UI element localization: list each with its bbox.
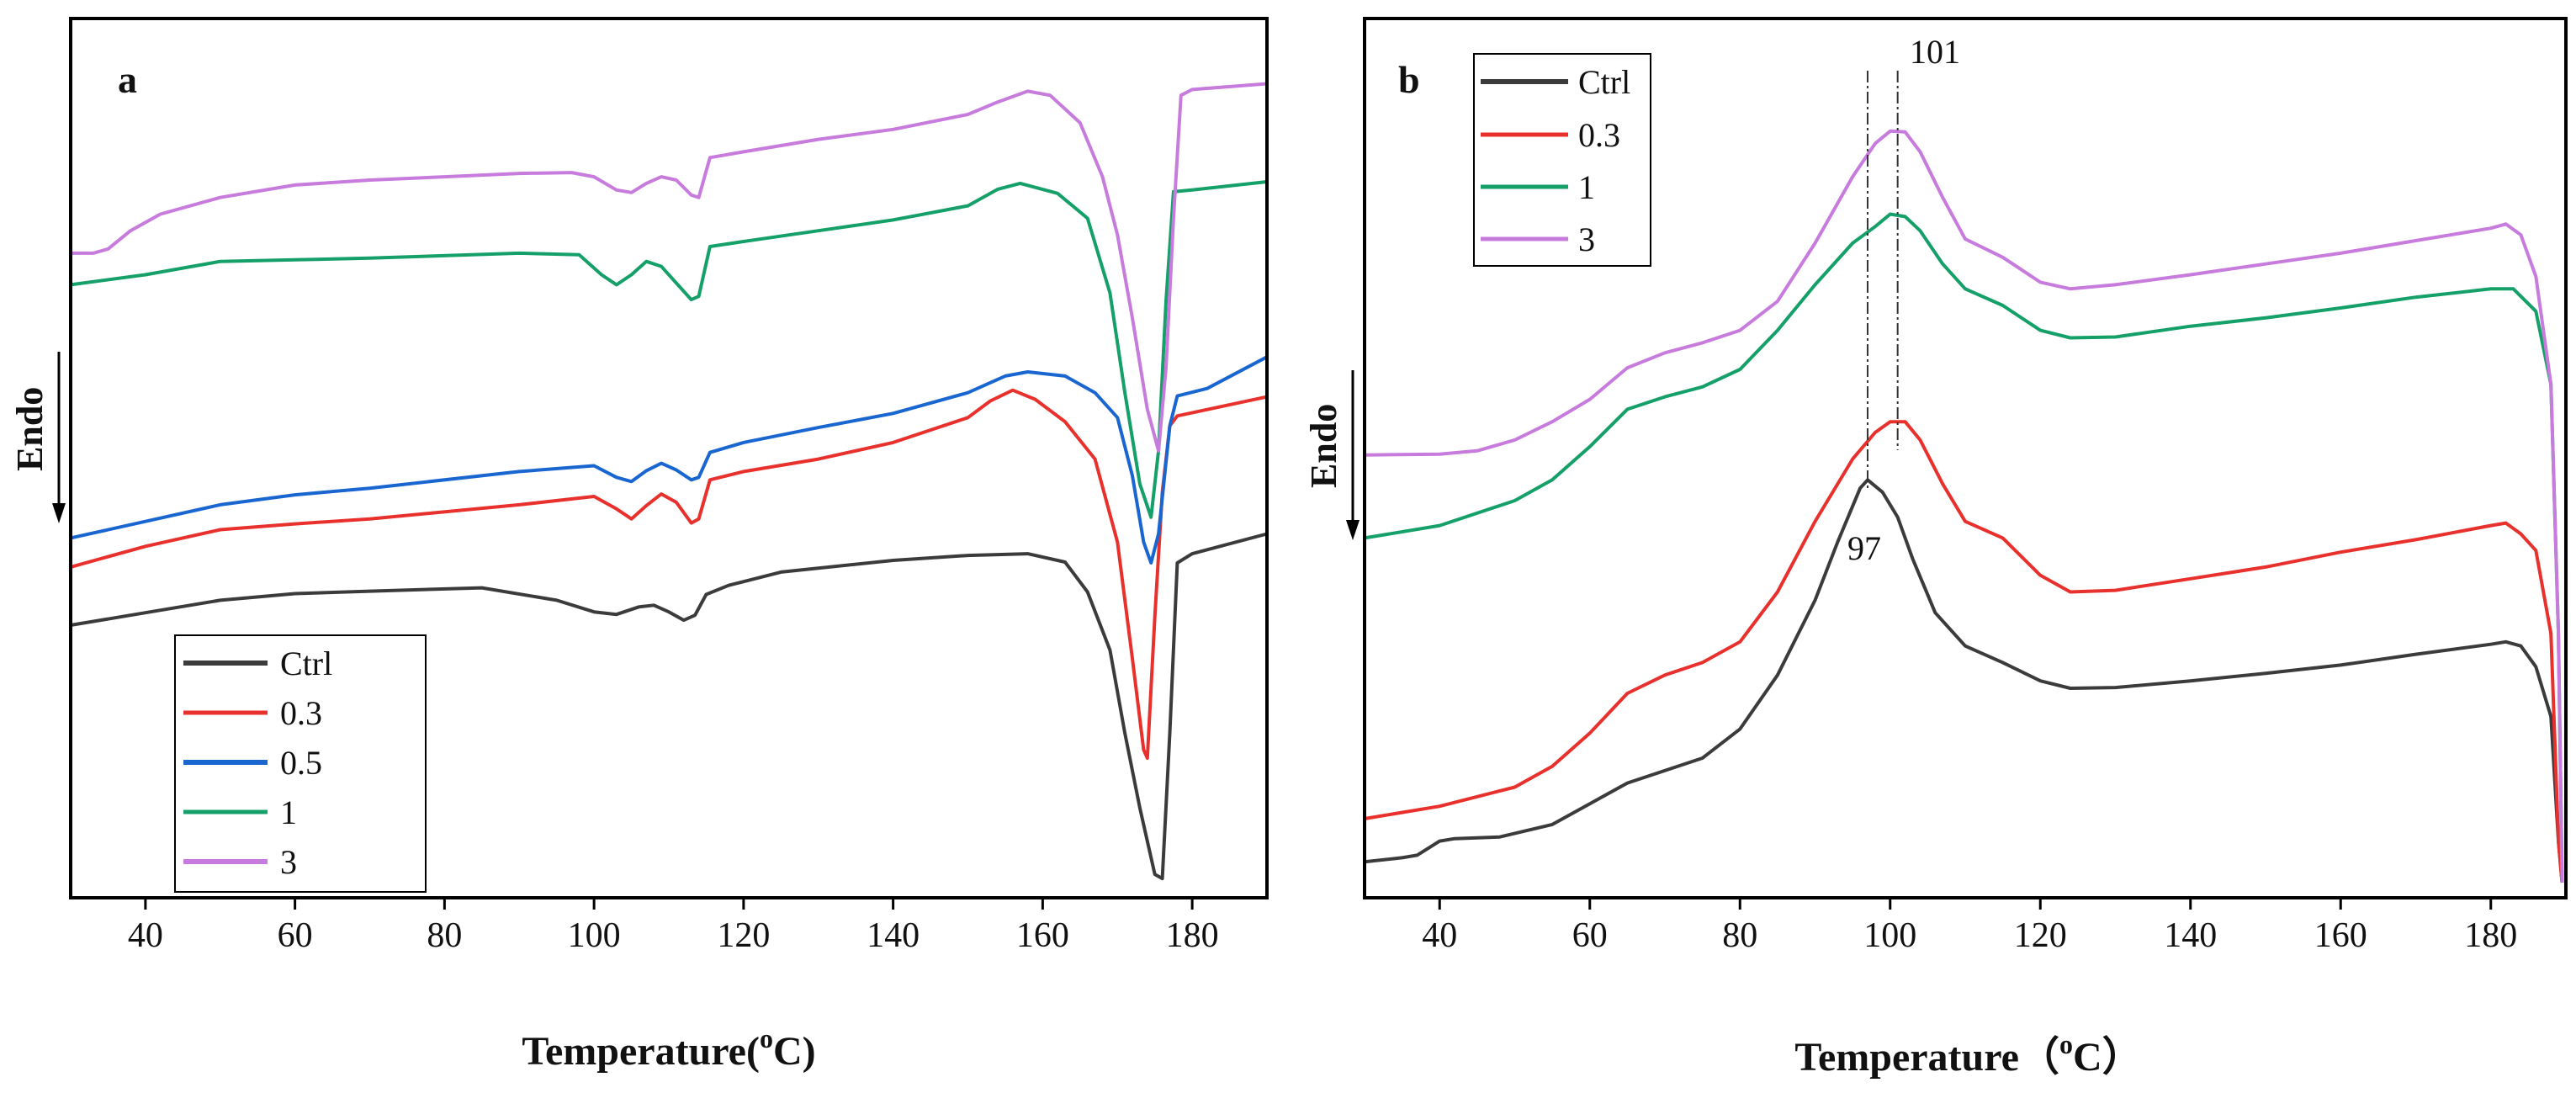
panel-b-letter: b: [1398, 58, 1420, 101]
panel-b-legend: Ctrl 0.3 1 3: [1473, 53, 1651, 267]
legend-entry-ctrl: Ctrl: [183, 645, 332, 682]
panel-b-ylabel: Endo: [1303, 404, 1344, 488]
x-tick-label: 140: [2164, 916, 2217, 955]
series-line-0-5: [70, 355, 1268, 565]
panel-b-series-layer: [1364, 129, 2564, 883]
panel-a-letter: a: [118, 58, 137, 101]
legend-entry-0.3: 0.3: [183, 694, 322, 732]
panel-b-legend-box: [1473, 53, 1651, 267]
x-tick-label: 80: [427, 916, 462, 955]
series-line-3: [71, 82, 1268, 453]
annotation-101: 101: [1910, 33, 1960, 71]
panel-a-ylabel: Endo: [9, 387, 50, 471]
panel-b-ylabel-arrowhead: [1346, 520, 1360, 540]
panel-a-xlabel-unit: C): [773, 1029, 816, 1074]
series-line-1: [1364, 212, 2564, 883]
legend-label-1: 1: [280, 793, 297, 831]
legend-entry-3: 3: [183, 843, 297, 881]
annotation-97: 97: [1847, 529, 1881, 567]
panel-a-xlabel-main: Temperature(: [522, 1029, 760, 1074]
series-line-3: [1364, 129, 2564, 883]
legend-b-label-3: 3: [1578, 220, 1595, 258]
series-line-0-3: [70, 388, 1268, 760]
panel-b-xlabel-main: Temperature（: [1794, 1035, 2059, 1080]
panel-b-ylabel-group: Endo: [1303, 370, 1360, 540]
series-line-ctrl: [1364, 478, 2564, 883]
panel-b-x-ticks: 40 60 80 100 120 140 160 180: [1422, 898, 2517, 955]
panel-a-x-ticks: 40 60 80 100 120 140 160 180: [128, 898, 1219, 955]
panel-b-xlabel-sup: o: [2059, 1029, 2073, 1059]
panel-b-chart: 40 60 80 100 120 140 160 180 b 101 97 Ctrl 0.3 …: [1303, 17, 2568, 1080]
x-tick-label: 40: [1422, 916, 1457, 955]
x-tick-label: 100: [1863, 916, 1916, 955]
x-tick-label: 180: [2464, 916, 2517, 955]
x-tick-label: 160: [2314, 916, 2367, 955]
x-tick-label: 40: [128, 916, 163, 955]
x-tick-label: 180: [1166, 916, 1219, 955]
legend-label-3: 3: [280, 843, 297, 881]
legend-b-entry-0.3: 0.3: [1481, 116, 1620, 154]
series-line-ctrl: [70, 532, 1268, 881]
x-tick-label: 160: [1016, 916, 1069, 955]
x-tick-label: 120: [717, 916, 770, 955]
legend-b-entry-ctrl: Ctrl: [1481, 63, 1630, 101]
panel-b-xlabel: Temperature（oC）: [1794, 1029, 2142, 1080]
x-tick-label: 100: [568, 916, 621, 955]
legend-b-label-0.3: 0.3: [1578, 116, 1620, 154]
panel-a-xlabel-sup: o: [760, 1023, 773, 1053]
panel-b-xlabel-unit: C）: [2073, 1035, 2143, 1080]
legend-entry-0.5: 0.5: [183, 744, 322, 782]
legend-b-entry-3: 3: [1481, 220, 1595, 258]
legend-label-ctrl: Ctrl: [280, 645, 332, 682]
legend-entry-1: 1: [183, 793, 297, 831]
legend-label-0.5: 0.5: [280, 744, 322, 782]
panel-a-chart: 40 60 80 100 120 140 160 180 a Ctrl 0.3 0.5 1: [9, 17, 1269, 1074]
panel-a-legend: Ctrl 0.3 0.5 1 3: [174, 634, 427, 893]
series-line-1: [70, 180, 1268, 519]
x-tick-label: 60: [1572, 916, 1608, 955]
panel-a-plot-frame: [69, 17, 1269, 899]
x-tick-label: 120: [2014, 916, 2067, 955]
panel-b-plot-frame: [1363, 17, 2568, 899]
panel-a-ylabel-arrowhead: [52, 503, 66, 523]
series-line-0-3: [1364, 420, 2564, 883]
legend-b-label-ctrl: Ctrl: [1578, 63, 1630, 101]
panel-a-xlabel: Temperature(oC): [522, 1023, 815, 1074]
x-tick-label: 80: [1722, 916, 1757, 955]
x-tick-label: 140: [867, 916, 920, 955]
legend-b-label-1: 1: [1578, 168, 1595, 206]
x-tick-label: 60: [278, 916, 313, 955]
legend-b-entry-1: 1: [1481, 168, 1595, 206]
panel-a-ylabel-group: Endo: [9, 352, 66, 523]
legend-label-0.3: 0.3: [280, 694, 322, 732]
panel-a-series-layer: [70, 82, 1268, 881]
